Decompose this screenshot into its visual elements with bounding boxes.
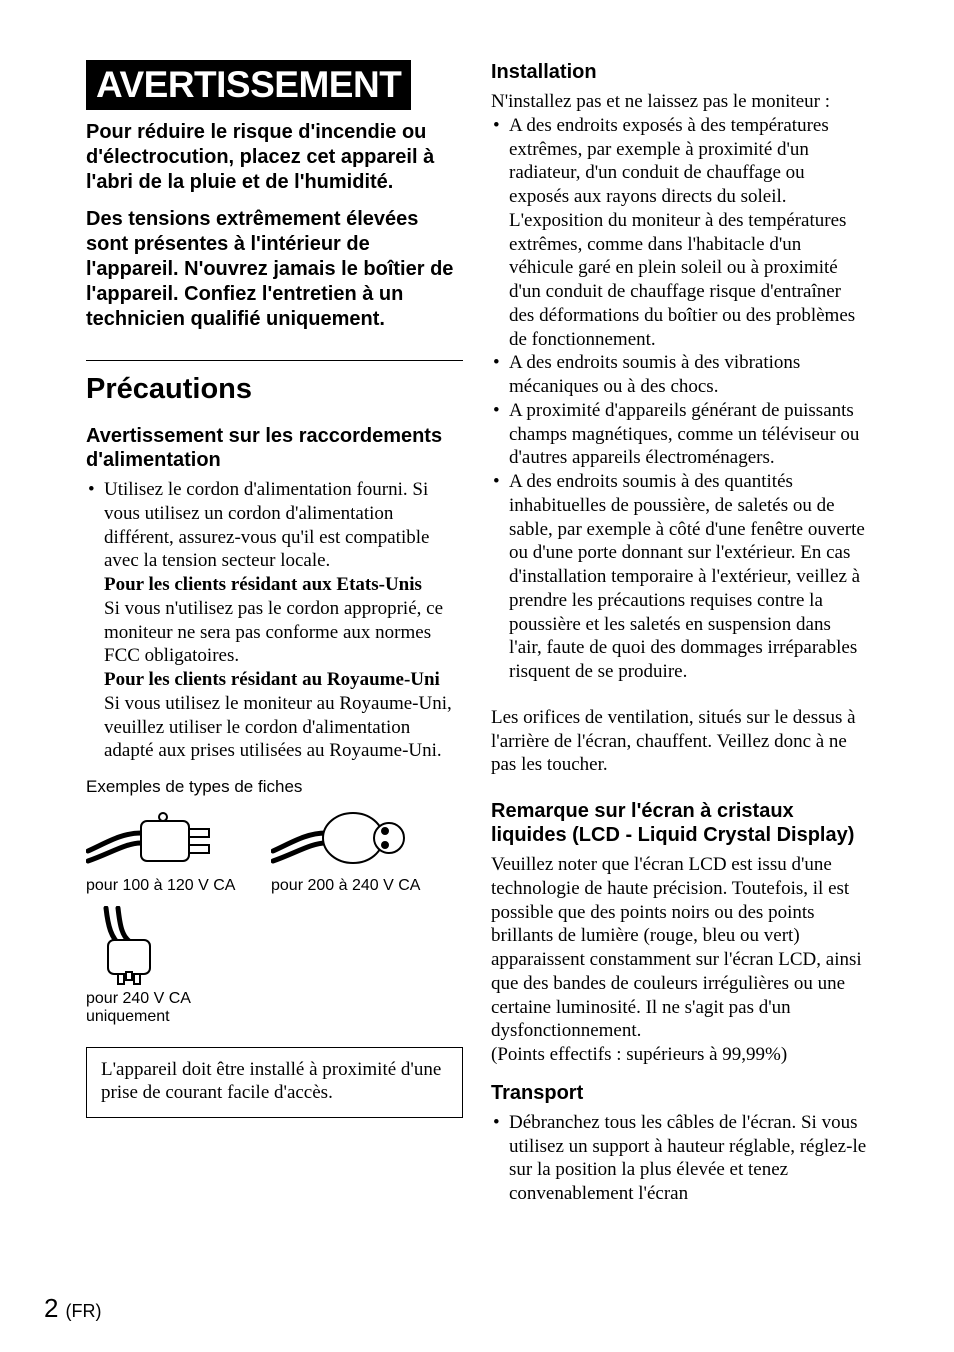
left-column: AVERTISSEMENT Pour réduire le risque d'i…: [86, 60, 463, 1206]
power-bullet-1: Utilisez le cordon d'alimentation fourni…: [86, 478, 463, 763]
plug-2-caption: pour 200 à 240 V CA: [271, 877, 436, 895]
page-footer: 2 (FR): [44, 1293, 101, 1324]
section-rule: [86, 360, 463, 361]
us-clients-body: Si vous n'utilisez pas le cordon appropr…: [104, 598, 443, 667]
warning-text-1: Pour réduire le risque d'incendie ou d'é…: [86, 120, 463, 195]
install-bullet-2: A des endroits soumis à des vibrations m…: [491, 351, 868, 399]
us-clients-heading: Pour les clients résidant aux Etats-Unis: [104, 574, 422, 595]
plug-2: pour 200 à 240 V CA: [271, 803, 436, 895]
installation-intro: N'installez pas et ne laissez pas le mon…: [491, 90, 868, 114]
warning-text-2: Des tensions extrêmement élevées sont pr…: [86, 207, 463, 332]
plug-3: pour 240 V CA uniquement: [86, 906, 251, 1027]
plug-100-120v-icon: [86, 803, 236, 873]
plug-row-1: pour 100 à 120 V CA pour 200 à 240: [86, 803, 463, 895]
uk-clients-body: Si vous utilisez le moniteur au Royaume-…: [104, 693, 452, 762]
power-bullet-list: Utilisez le cordon d'alimentation fourni…: [86, 478, 463, 763]
transport-heading: Transport: [491, 1081, 868, 1105]
uk-clients-heading: Pour les clients résidant au Royaume-Uni: [104, 669, 440, 690]
installation-heading: Installation: [491, 60, 868, 84]
columns: AVERTISSEMENT Pour réduire le risque d'i…: [86, 60, 868, 1206]
power-bullet-1-text: Utilisez le cordon d'alimentation fourni…: [104, 479, 429, 571]
lcd-heading: Remarque sur l'écran à cristaux liquides…: [491, 799, 868, 847]
plug-240v-only-icon: [86, 906, 176, 986]
power-connection-heading: Avertissement sur les raccordements d'al…: [86, 424, 463, 472]
right-column: Installation N'installez pas et ne laiss…: [491, 60, 868, 1206]
installation-bullets: A des endroits exposés à des température…: [491, 114, 868, 684]
ventilation-paragraph: Les orifices de ventilation, situés sur …: [491, 706, 868, 777]
plug-1: pour 100 à 120 V CA: [86, 803, 251, 895]
plug-row-2: pour 240 V CA uniquement: [86, 906, 463, 1027]
page-lang: (FR): [65, 1301, 101, 1321]
warning-box-title: AVERTISSEMENT: [86, 60, 411, 110]
install-bullet-1: A des endroits exposés à des température…: [491, 114, 868, 352]
precautions-heading: Précautions: [86, 373, 463, 406]
page: AVERTISSEMENT Pour réduire le risque d'i…: [0, 0, 954, 1352]
outlet-proximity-box: L'appareil doit être installé à proximit…: [86, 1047, 463, 1119]
page-number: 2: [44, 1293, 58, 1323]
transport-bullets: Débranchez tous les câbles de l'écran. S…: [491, 1111, 868, 1206]
lcd-body: Veuillez noter que l'écran LCD est issu …: [491, 853, 868, 1043]
plug-3-caption: pour 240 V CA uniquement: [86, 990, 251, 1027]
lcd-effective-points: (Points effectifs : supérieurs à 99,99%): [491, 1043, 868, 1067]
install-bullet-3: A proximité d'appareils générant de puis…: [491, 399, 868, 470]
plug-200-240v-icon: [271, 803, 421, 873]
plug-1-caption: pour 100 à 120 V CA: [86, 877, 251, 895]
plug-examples-label: Exemples de types de fiches: [86, 777, 463, 797]
transport-bullet-1: Débranchez tous les câbles de l'écran. S…: [491, 1111, 868, 1206]
install-bullet-4: A des endroits soumis à des quantités in…: [491, 470, 868, 684]
